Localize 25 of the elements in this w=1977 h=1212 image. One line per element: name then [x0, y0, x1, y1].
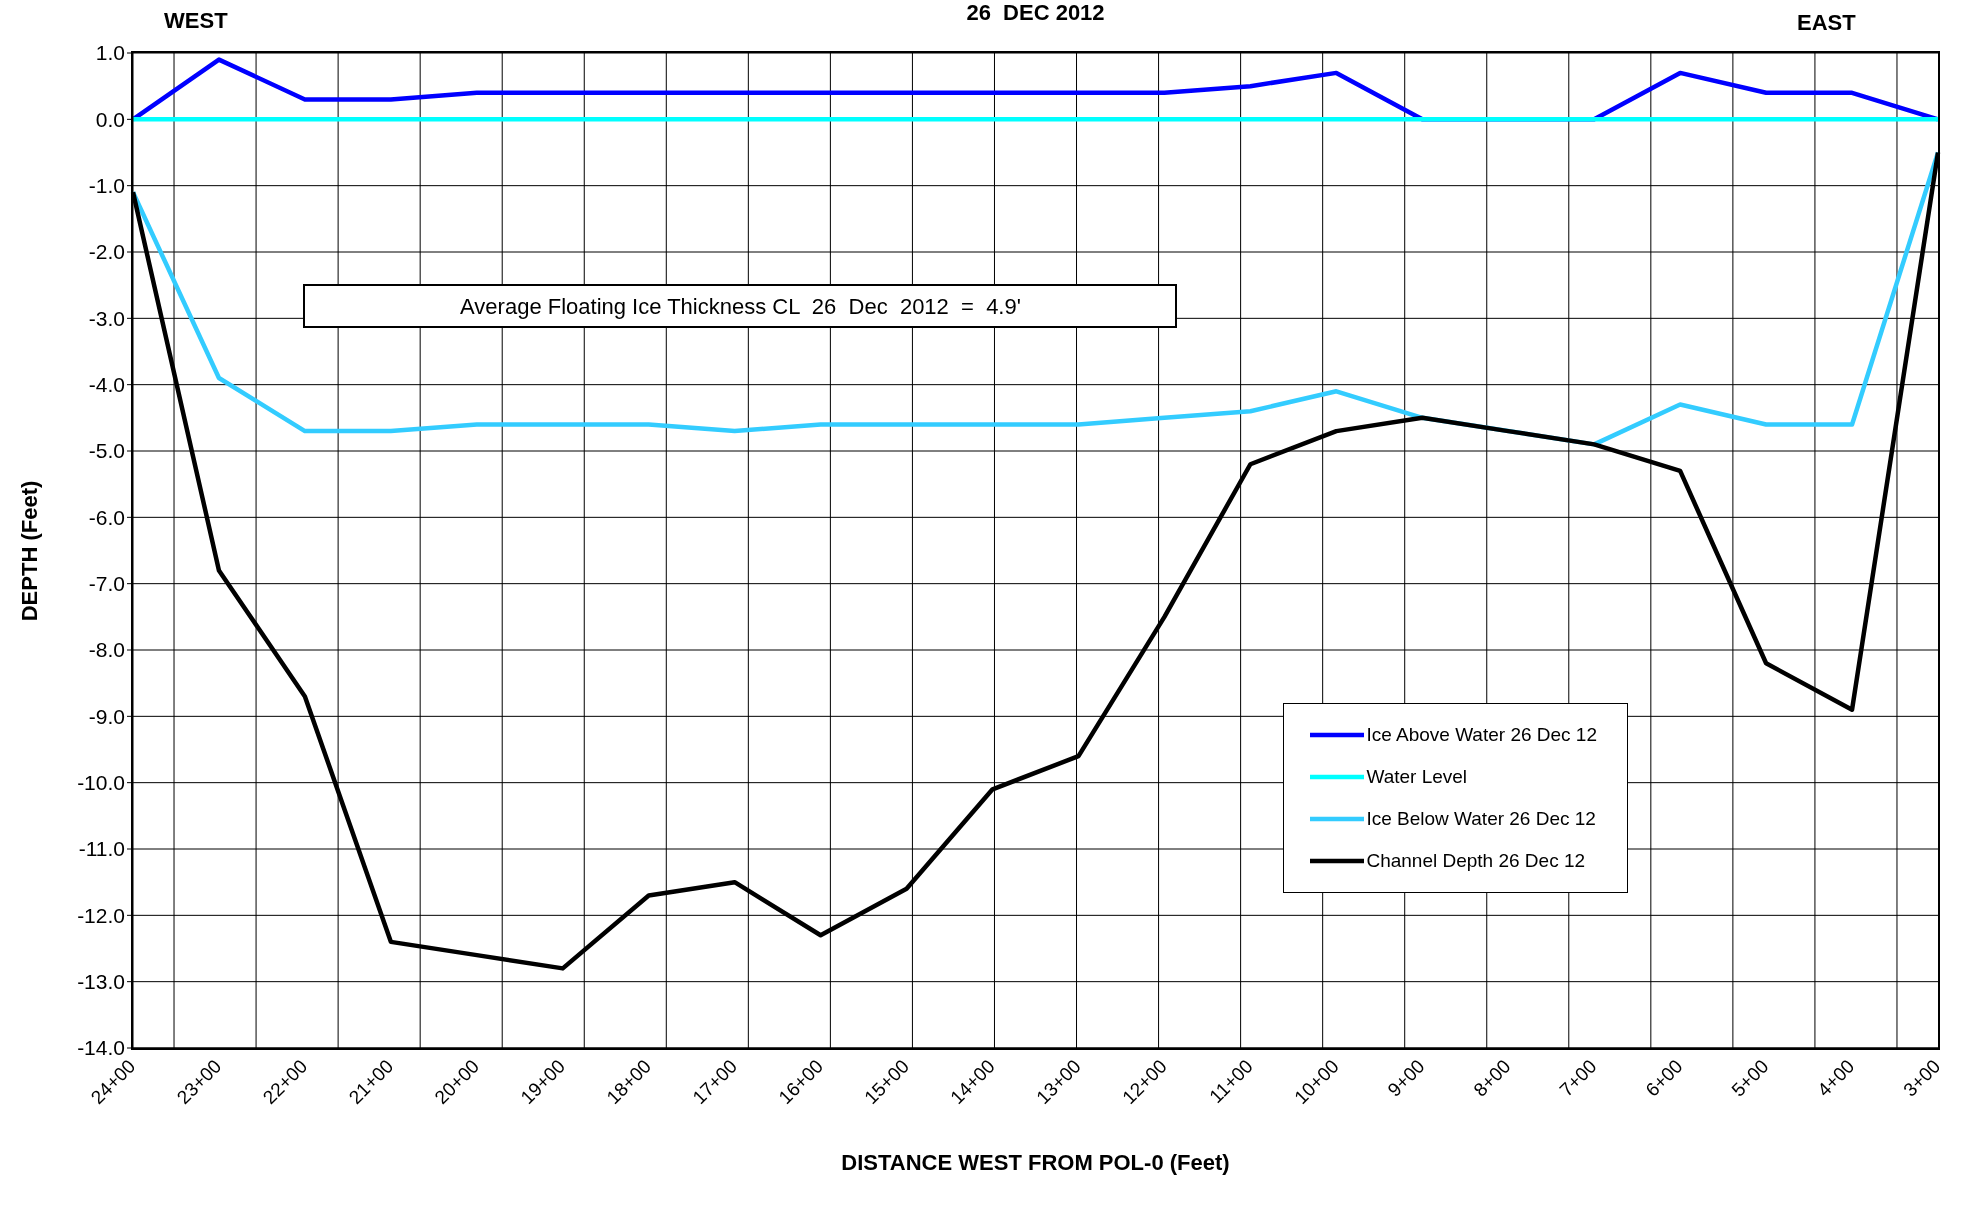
y-tick-label: -13.0: [77, 970, 125, 994]
y-tick-label: -7.0: [88, 572, 125, 596]
text: WEST: [164, 8, 228, 34]
legend-label: Ice Above Water 26 Dec 12: [1366, 724, 1597, 746]
legend-label: Channel Depth 26 Dec 12: [1366, 850, 1586, 872]
y-tick-label: -6.0: [88, 505, 125, 529]
y-tick-label: -11.0: [78, 837, 125, 861]
x-axis-title: DISTANCE WEST FROM POL-0 (Feet): [840, 1150, 1231, 1176]
y-axis-title: DEPTH (Feet): [17, 480, 43, 621]
legend-label: Water Level: [1366, 766, 1468, 788]
y-tick-label: 1.0: [95, 41, 125, 65]
text: EAST: [1796, 10, 1856, 36]
legend-label: Ice Below Water 26 Dec 12: [1366, 808, 1596, 830]
y-tick-label: -4.0: [88, 373, 125, 397]
y-tick-label: -14.0: [77, 1036, 125, 1060]
y-tick-label: -5.0: [88, 439, 125, 463]
y-tick-label: -12.0: [77, 903, 125, 927]
y-tick-label: -1.0: [88, 174, 125, 198]
y-tick-label: -2.0: [88, 240, 125, 264]
y-tick-label: -9.0: [88, 704, 125, 728]
y-tick-label: -10.0: [77, 771, 125, 795]
y-tick-label: 0.0: [95, 107, 125, 131]
y-tick-label: -8.0: [88, 638, 125, 662]
chart-title: 26 DEC 2012: [966, 0, 1105, 25]
y-tick-label: -3.0: [88, 306, 125, 330]
